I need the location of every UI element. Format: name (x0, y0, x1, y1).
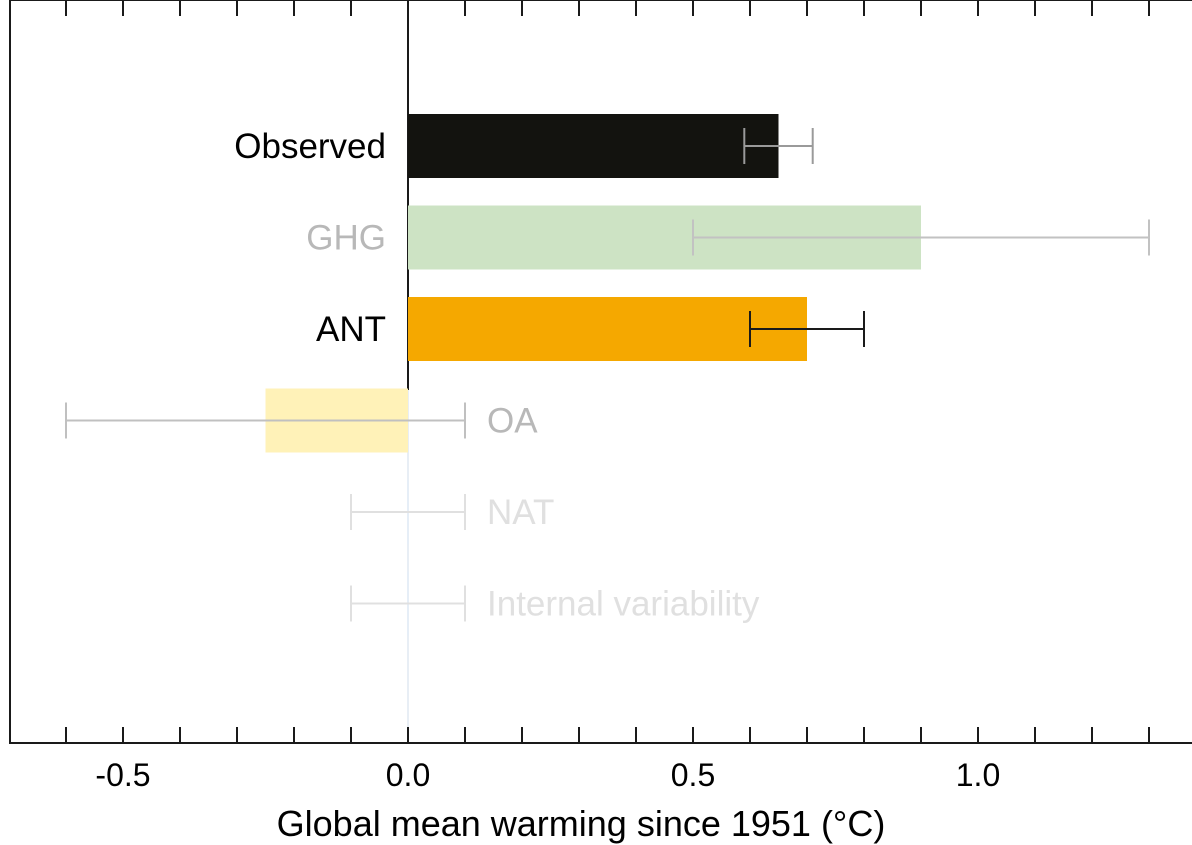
bar-group-oa: OA (65, 388, 538, 453)
bar-label-ghg: GHG (306, 219, 386, 258)
bar-label-ant: ANT (316, 310, 386, 349)
bar-label-observed: Observed (234, 127, 386, 166)
x-tick-label: 0.5 (671, 757, 715, 793)
error-bar-ant (749, 311, 865, 347)
bars-layer: Observed GHG ANT OA NAT Internal variability (65, 114, 1150, 636)
x-axis-label: Global mean warming since 1951 (°C) (277, 803, 886, 844)
bar-group-ant: ANT (316, 297, 865, 361)
bar-label-nat: NAT (487, 493, 554, 532)
bar-group-observed: Observed (234, 114, 814, 178)
x-tick-label: -0.5 (95, 757, 150, 793)
error-bar-oa (65, 402, 466, 439)
error-bar-nat (350, 494, 466, 530)
bar-label-oa: OA (487, 402, 538, 441)
x-tick-label: 0.0 (386, 757, 430, 793)
error-bar-observed (743, 128, 814, 164)
x-tick-label: 1.0 (956, 757, 1000, 793)
bar-ant (408, 297, 807, 361)
bar-observed (408, 114, 779, 178)
error-bar-internal-variability (350, 585, 466, 622)
bar-label-internal-variability: Internal variability (487, 585, 760, 624)
bar-group-nat: NAT (350, 480, 554, 544)
x-tick-labels-layer: -0.5 0.0 0.5 1.0 (95, 757, 1000, 793)
error-bar-ghg (692, 219, 1150, 256)
plot-frame (9, 0, 1192, 744)
bar-group-internal-variability: Internal variability (350, 571, 760, 636)
x-ticks-layer (65, 0, 1150, 743)
bar-group-ghg: GHG (306, 205, 1150, 270)
